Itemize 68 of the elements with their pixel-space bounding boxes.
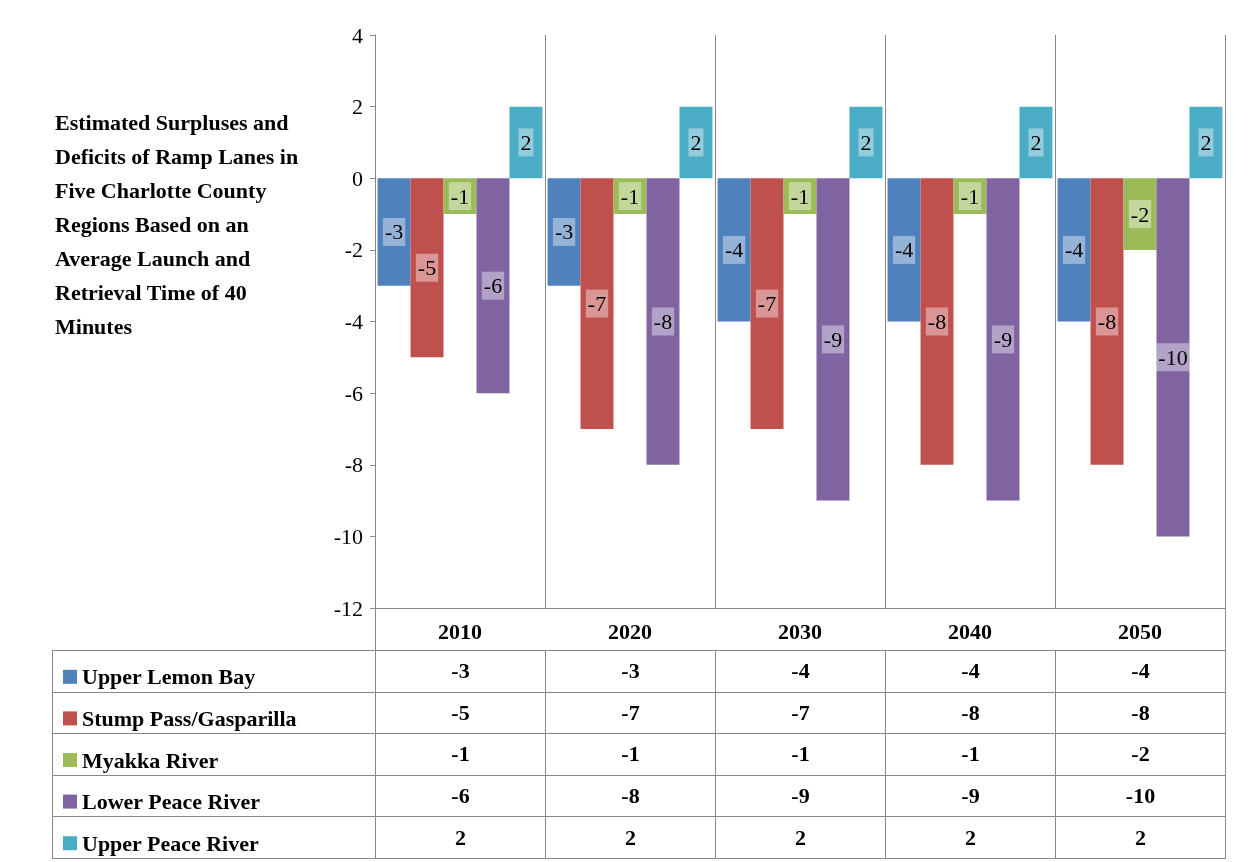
legend-label: Myakka River [82,747,219,773]
x-tick-label: 2030 [778,618,822,644]
data-label: 2 [1055,816,1226,859]
legend-label: Upper Peace River [82,830,259,856]
data-label: -2 [1055,733,1226,776]
data-label: -4 [715,650,886,693]
data-label: -1 [715,733,886,776]
data-label: -4 [1055,650,1226,693]
text: -8 [1097,309,1117,334]
y-tick-label: 0 [352,165,363,191]
data-label: -9 [885,774,1056,818]
text: -1 [620,183,640,209]
text: -4 [724,237,744,263]
x-tick-label: 2010 [438,618,482,644]
data-label: -1 [375,733,546,776]
y-tick-label: -10 [333,523,363,549]
data-label: 2 [545,816,716,859]
data-label: 2 [715,816,886,859]
data-label: -4 [885,650,1056,693]
text: -7 [757,291,777,317]
data-label: -1 [885,733,1056,776]
y-tick-label: -2 [344,237,363,263]
text: -9 [823,326,843,352]
text: 2 [860,129,872,155]
data-label: -3 [375,650,546,693]
text: -1 [790,183,810,209]
data-label: -7 [715,691,886,735]
y-tick-label: -6 [344,380,363,406]
legend-label: Stump Pass/Gasparilla [82,705,297,731]
data-label: -8 [545,774,716,818]
text: -4 [1064,237,1084,263]
x-tick-label: 2040 [948,618,992,644]
text: -2 [1130,201,1150,227]
y-tick-label: -4 [344,309,363,334]
text: -4 [894,237,914,263]
y-tick-label: 2 [352,94,363,120]
data-label: -8 [885,691,1056,735]
text: -8 [927,309,947,334]
text: 2 [520,129,532,155]
data-label: -7 [545,691,716,735]
y-tick-label: 4 [352,22,363,48]
text: 2 [690,129,702,155]
data-label: 2 [885,816,1056,859]
data-label: -1 [545,733,716,776]
data-label: -8 [1055,691,1226,735]
x-tick-label: 2050 [1118,618,1162,644]
legend-label: Upper Lemon Bay [82,664,256,690]
text: -3 [384,219,404,245]
data-label: -3 [545,650,716,693]
y-tick-label: -12 [333,595,363,621]
text: -9 [993,326,1013,352]
text: -1 [450,183,470,209]
data-label: -5 [375,691,546,735]
text: -6 [483,273,503,299]
legend-label: Lower Peace River [82,789,261,815]
text: -7 [587,291,607,317]
text: -5 [417,255,437,281]
text: -1 [960,183,980,209]
text: 2 [1030,129,1042,155]
y-tick-label: -8 [344,452,363,478]
x-tick-label: 2020 [608,618,652,644]
text: -3 [554,219,574,245]
text: -10 [1158,344,1188,370]
data-label: -9 [715,774,886,818]
text: Estimated Surpluses and Deficits of Ramp Lanes in Five Charlotte County Regions Based on an Average Launch and Retrieval Time of 40 Minutes [55,109,304,339]
text: -8 [653,309,673,334]
data-label: -10 [1055,774,1226,818]
text: 2 [1200,129,1212,155]
